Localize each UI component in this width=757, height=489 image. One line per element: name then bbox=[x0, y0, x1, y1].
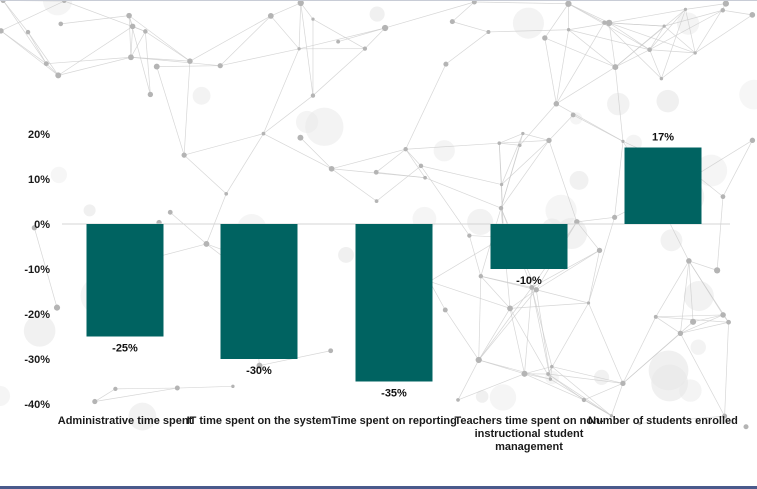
category-label: Time spent on reporting bbox=[331, 415, 457, 427]
y-tick-label: -20% bbox=[24, 309, 50, 321]
y-tick-label: -30% bbox=[24, 354, 50, 366]
network-pattern bbox=[0, 0, 757, 431]
category-label: Administrative time spent bbox=[58, 415, 193, 427]
top-border bbox=[0, 0, 757, 1]
category-label: IT time spent on the system bbox=[187, 415, 332, 427]
category-label: Teachers time spent on non-instructional… bbox=[455, 415, 604, 453]
bottom-border bbox=[0, 486, 757, 489]
bar bbox=[355, 224, 433, 382]
bar bbox=[624, 147, 702, 224]
data-label: -10% bbox=[516, 275, 542, 287]
data-label: 17% bbox=[652, 132, 674, 144]
category-label: Number of students enrolled bbox=[588, 415, 738, 427]
bar bbox=[86, 224, 164, 337]
data-label: -25% bbox=[112, 343, 138, 355]
y-tick-label: 10% bbox=[28, 174, 50, 186]
y-tick-label: -40% bbox=[24, 399, 50, 411]
bar bbox=[490, 224, 568, 269]
bar bbox=[220, 224, 298, 359]
y-tick-label: -10% bbox=[24, 264, 50, 276]
y-tick-label: 0% bbox=[34, 219, 50, 231]
data-label: -30% bbox=[246, 365, 272, 377]
y-tick-label: 20% bbox=[28, 129, 50, 141]
data-label: -35% bbox=[381, 388, 407, 400]
